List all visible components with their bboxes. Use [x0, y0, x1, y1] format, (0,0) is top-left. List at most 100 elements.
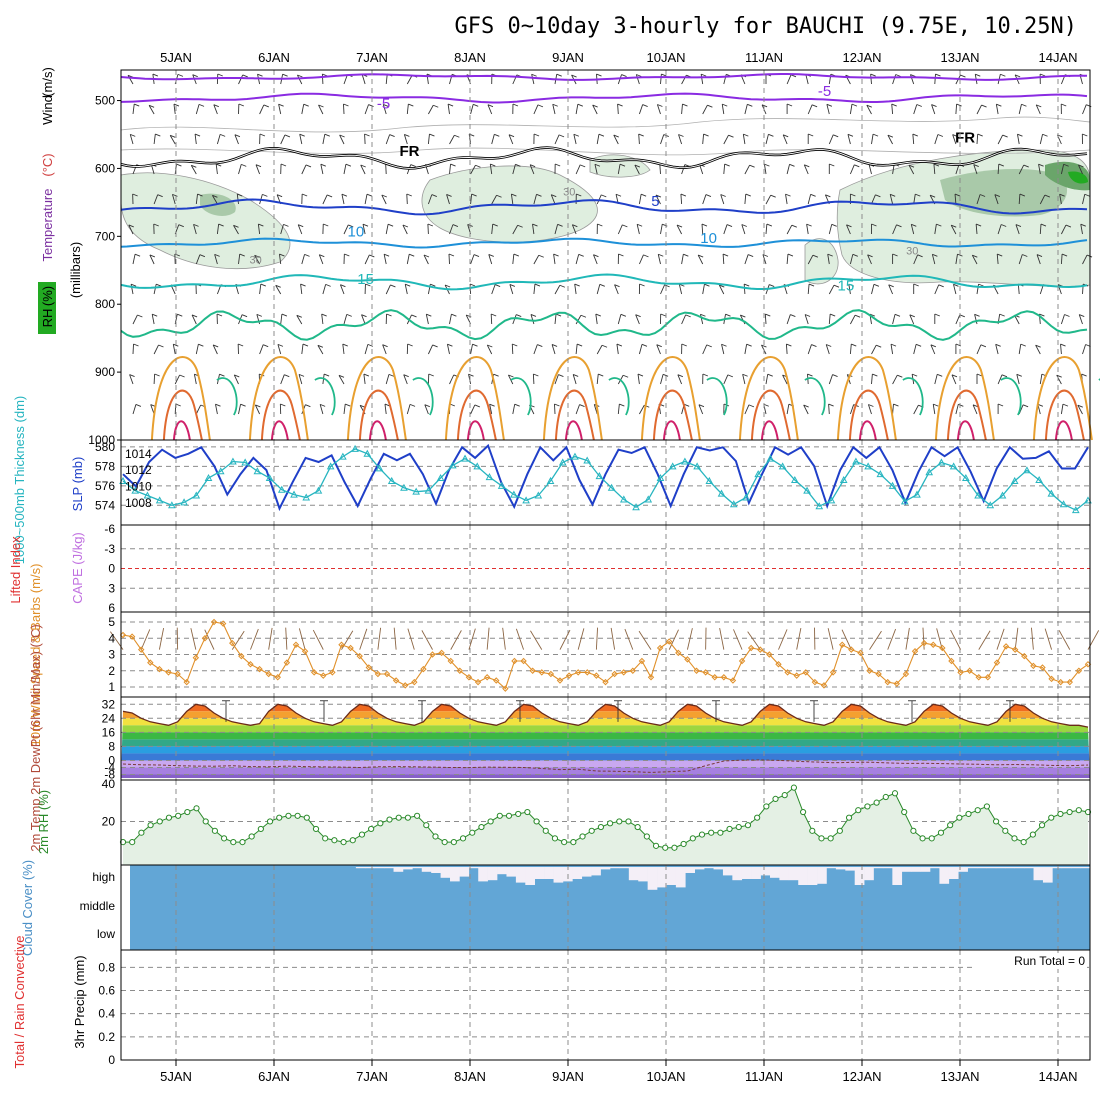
wind-barb — [597, 223, 603, 227]
wind-speed-point — [757, 646, 764, 653]
wind-barb-10m — [190, 628, 197, 650]
wind-barb — [385, 163, 387, 175]
cloud-gap — [986, 867, 997, 869]
right-tick-label: 1014 — [125, 447, 152, 461]
wind-barb — [828, 224, 833, 235]
wind-barb — [360, 164, 366, 168]
wind-barb — [763, 403, 769, 407]
temperature-label: Temperature — [40, 189, 55, 262]
wind-barb — [154, 373, 160, 377]
wind-tick-label: 3 — [108, 648, 115, 662]
temp-tick-label: 16 — [102, 725, 116, 739]
wind-barb — [512, 343, 518, 347]
wind-speed-point — [538, 669, 545, 676]
wind-barb — [553, 253, 559, 257]
wind-barb — [1078, 164, 1084, 168]
rh-area — [1068, 171, 1088, 184]
wind-barb — [280, 224, 284, 235]
wind-barb — [765, 223, 768, 235]
temp-contour-label: FR — [955, 130, 975, 147]
wind-barb — [601, 194, 607, 198]
wind-barb — [617, 164, 621, 175]
wind-barb — [342, 344, 345, 355]
rh-point — [358, 831, 366, 838]
cloud-gap — [779, 867, 790, 881]
wind-speed-point — [629, 667, 637, 674]
wind-barb — [449, 135, 455, 145]
temp-band — [121, 725, 1090, 733]
wind-barb — [765, 374, 769, 385]
wind-barb — [406, 104, 409, 115]
wind-barb — [685, 314, 691, 318]
precip-tick-label: 0.8 — [98, 960, 115, 974]
temp-contour-35 — [466, 420, 485, 441]
rh-point — [395, 814, 402, 821]
thickness-point — [558, 458, 567, 466]
date-label-top: 5JAN — [160, 50, 192, 65]
wind-barb — [317, 344, 324, 348]
wind-barb — [893, 403, 899, 407]
wind-barb — [867, 404, 872, 415]
wind-barb — [812, 254, 819, 258]
wind-speed-point — [420, 665, 427, 673]
wind-barb — [234, 134, 241, 138]
wind-barb — [242, 74, 248, 78]
wind-barb — [595, 313, 601, 317]
wind-speed-point — [383, 670, 391, 678]
temp-contour-30 — [358, 389, 399, 441]
wind-barb — [487, 104, 494, 108]
wind-barb — [954, 193, 961, 197]
wind-barb — [448, 253, 455, 257]
temp-contour-label: -5 — [377, 96, 390, 113]
wind-barb — [255, 164, 261, 175]
wind-barb — [491, 313, 497, 317]
cloud-gap — [506, 867, 517, 877]
wind-speed-point — [993, 659, 1001, 666]
wind-barb — [575, 404, 580, 415]
rh-point — [956, 814, 963, 821]
wind-barb — [747, 103, 753, 107]
wind-barb — [532, 223, 538, 227]
rh-point — [680, 840, 687, 848]
wind-barb — [301, 344, 304, 355]
wind-barb — [640, 193, 647, 197]
date-label-bottom: 13JAN — [940, 1069, 979, 1084]
rh-line — [123, 786, 1089, 849]
wind-barb — [491, 224, 494, 235]
wind-barb — [195, 344, 199, 355]
wind-barb — [1060, 343, 1066, 347]
wind-barb — [405, 283, 411, 287]
cloud-gap — [497, 867, 507, 875]
wind-barb — [932, 404, 936, 415]
temp-contour-25 — [346, 356, 407, 441]
rh-point — [248, 833, 255, 840]
wind-barb — [423, 254, 430, 258]
wind-barb — [973, 164, 978, 175]
wind-barb-10m — [719, 627, 725, 650]
thickness-point — [424, 486, 433, 494]
wind-barb — [212, 195, 218, 205]
wind-barb — [385, 134, 391, 145]
wind-barb — [933, 403, 939, 407]
rh-point — [588, 827, 595, 834]
wind-barb — [364, 133, 370, 137]
date-label-bottom: 6JAN — [258, 1069, 290, 1084]
wind-barb — [533, 133, 540, 137]
wind-barb — [807, 373, 813, 377]
wind-barb — [748, 404, 755, 408]
rh-point — [818, 835, 825, 842]
wind-barb-10m — [502, 627, 506, 650]
rh-point — [891, 790, 899, 797]
wind-barb — [382, 344, 387, 355]
wind-barb — [786, 314, 791, 325]
rh-point — [368, 825, 375, 833]
wind-barb — [128, 224, 134, 228]
wind-barb — [702, 194, 707, 205]
wind-barb — [741, 224, 747, 227]
cloud-gap — [826, 867, 837, 869]
wind-barb — [129, 374, 134, 385]
wind-tick-label: 4 — [108, 631, 115, 645]
wind-speed-point — [747, 644, 755, 652]
wind-barb — [551, 344, 556, 355]
wind-barb — [912, 133, 915, 145]
